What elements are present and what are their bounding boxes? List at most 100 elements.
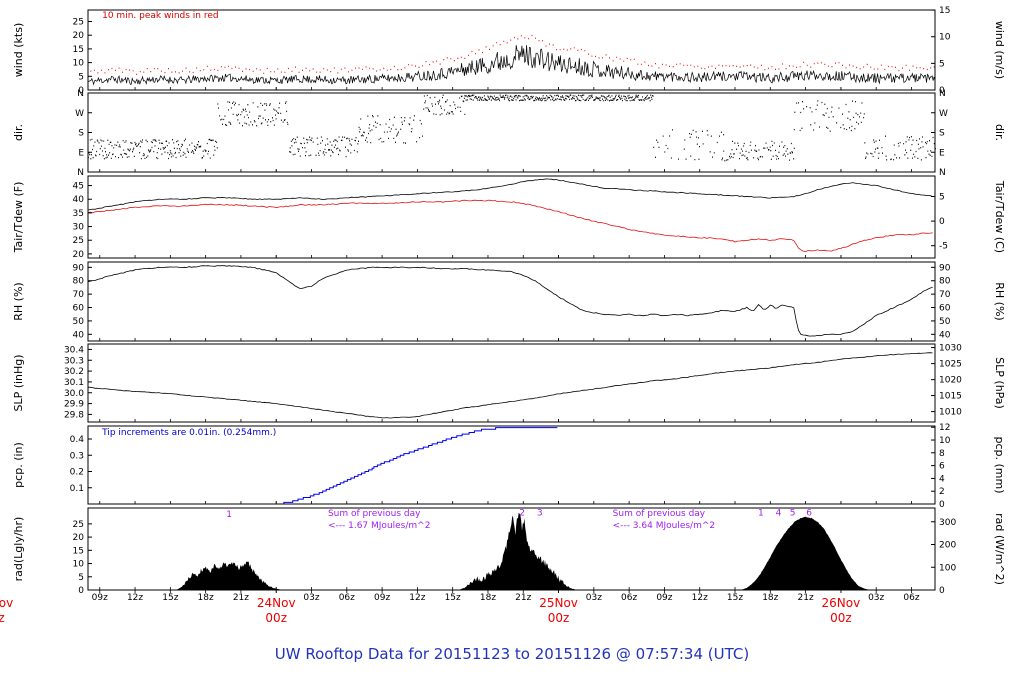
svg-text:09z: 09z bbox=[92, 593, 108, 603]
svg-text:70: 70 bbox=[939, 290, 951, 300]
svg-text:23Nov: 23Nov bbox=[0, 596, 13, 610]
svg-text:1010: 1010 bbox=[939, 408, 962, 418]
svg-text:90: 90 bbox=[939, 263, 951, 273]
svg-text:N: N bbox=[77, 168, 84, 178]
svg-text:03z: 03z bbox=[868, 593, 884, 603]
svg-text:15: 15 bbox=[939, 6, 950, 16]
svg-text:W: W bbox=[939, 109, 948, 119]
svg-text:10: 10 bbox=[73, 560, 85, 570]
svg-text:12z: 12z bbox=[692, 593, 708, 603]
svg-text:S: S bbox=[78, 129, 84, 139]
svg-text:N: N bbox=[939, 89, 946, 99]
svg-text:<--- 3.64 MJoules/m^2: <--- 3.64 MJoules/m^2 bbox=[613, 521, 715, 531]
svg-text:00z: 00z bbox=[0, 611, 5, 625]
svg-text:60: 60 bbox=[939, 304, 951, 314]
svg-text:E: E bbox=[78, 148, 84, 158]
svg-text:09z: 09z bbox=[656, 593, 672, 603]
svg-text:15z: 15z bbox=[727, 593, 743, 603]
svg-text:RH (%): RH (%) bbox=[12, 282, 25, 320]
panel-rh: 40 50 60 70 80 90 40 50 60 70 80 90 RH (%) RH (%) bbox=[12, 261, 1006, 342]
svg-text:<--- 1.67 MJoules/m^2: <--- 1.67 MJoules/m^2 bbox=[328, 521, 430, 531]
svg-text:29.8: 29.8 bbox=[64, 410, 84, 420]
svg-text:0.4: 0.4 bbox=[70, 435, 85, 445]
svg-text:Sum of previous day: Sum of previous day bbox=[328, 509, 421, 519]
svg-text:35: 35 bbox=[73, 209, 84, 219]
svg-text:40: 40 bbox=[939, 330, 951, 340]
svg-text:0.1: 0.1 bbox=[70, 484, 84, 494]
svg-text:30.4: 30.4 bbox=[64, 345, 84, 355]
svg-text:3: 3 bbox=[537, 508, 543, 518]
svg-text:wind (kts): wind (kts) bbox=[12, 23, 25, 78]
svg-text:00z: 00z bbox=[548, 611, 570, 625]
svg-text:2: 2 bbox=[939, 487, 945, 497]
svg-text:15: 15 bbox=[73, 546, 84, 556]
svg-text:15z: 15z bbox=[445, 593, 461, 603]
svg-text:6: 6 bbox=[806, 508, 812, 518]
svg-text:50: 50 bbox=[73, 317, 85, 327]
svg-text:Tair/Tdew (F): Tair/Tdew (F) bbox=[12, 182, 25, 254]
svg-text:dir.: dir. bbox=[993, 124, 1006, 141]
svg-text:21z: 21z bbox=[233, 593, 249, 603]
svg-text:-5: -5 bbox=[939, 242, 948, 252]
svg-text:30.0: 30.0 bbox=[64, 389, 84, 399]
svg-text:60: 60 bbox=[73, 304, 85, 314]
svg-text:pcp. (in): pcp. (in) bbox=[12, 442, 25, 488]
svg-text:20: 20 bbox=[73, 250, 85, 260]
svg-text:6: 6 bbox=[939, 462, 945, 472]
svg-text:5: 5 bbox=[790, 508, 796, 518]
svg-text:25: 25 bbox=[73, 18, 84, 28]
svg-text:2: 2 bbox=[519, 508, 525, 518]
svg-text:0: 0 bbox=[939, 217, 945, 227]
panel-wind: 0 5 10 15 20 25 0 5 10 15 wind (kts) wind (m/s) 10 m… bbox=[12, 6, 1006, 96]
svg-text:1015: 1015 bbox=[939, 392, 962, 402]
svg-text:12: 12 bbox=[939, 423, 950, 433]
svg-text:5: 5 bbox=[939, 193, 945, 203]
svg-text:24Nov: 24Nov bbox=[257, 596, 296, 610]
svg-text:SLP (inHg): SLP (inHg) bbox=[12, 354, 25, 411]
svg-text:90: 90 bbox=[73, 263, 85, 273]
svg-text:8: 8 bbox=[939, 449, 945, 459]
svg-text:0.3: 0.3 bbox=[70, 451, 84, 461]
svg-text:30.3: 30.3 bbox=[64, 356, 84, 366]
svg-text:80: 80 bbox=[73, 277, 85, 287]
x-axis-labels: 09z 12z 15z 18z 21z 03z 06z 09z 12z 15z 18z 21z 03z 0… bbox=[0, 593, 920, 625]
svg-text:4: 4 bbox=[939, 474, 945, 484]
svg-text:06z: 06z bbox=[339, 593, 355, 603]
svg-text:100: 100 bbox=[939, 563, 956, 573]
svg-text:03z: 03z bbox=[303, 593, 319, 603]
svg-text:21z: 21z bbox=[798, 593, 814, 603]
svg-text:20: 20 bbox=[73, 31, 85, 41]
svg-text:30: 30 bbox=[73, 223, 85, 233]
svg-text:S: S bbox=[939, 129, 945, 139]
svg-text:03z: 03z bbox=[586, 593, 602, 603]
svg-text:Tair/Tdew (C): Tair/Tdew (C) bbox=[993, 180, 1006, 253]
figure-title: UW Rooftop Data for 20151123 to 20151126… bbox=[274, 645, 750, 663]
panel-slp: 29.829.930.030.130.230.330.4 1010 1015 1020… bbox=[12, 343, 1006, 423]
svg-text:00z: 00z bbox=[265, 611, 287, 625]
svg-text:W: W bbox=[75, 109, 84, 119]
svg-text:5: 5 bbox=[78, 72, 84, 82]
svg-text:18z: 18z bbox=[198, 593, 214, 603]
svg-text:20: 20 bbox=[73, 533, 85, 543]
svg-text:18z: 18z bbox=[480, 593, 496, 603]
svg-text:SLP (hPa): SLP (hPa) bbox=[993, 357, 1006, 409]
svg-text:0: 0 bbox=[939, 86, 945, 96]
svg-text:1025: 1025 bbox=[939, 360, 962, 370]
svg-text:5: 5 bbox=[78, 573, 84, 583]
svg-text:dir.: dir. bbox=[12, 124, 25, 141]
svg-text:10: 10 bbox=[939, 436, 951, 446]
svg-text:12z: 12z bbox=[409, 593, 425, 603]
svg-text:N: N bbox=[939, 168, 946, 178]
svg-text:Sum of previous day: Sum of previous day bbox=[613, 509, 706, 519]
svg-text:RH (%): RH (%) bbox=[993, 282, 1006, 320]
svg-text:E: E bbox=[939, 148, 945, 158]
svg-text:0: 0 bbox=[78, 586, 84, 596]
svg-text:300: 300 bbox=[939, 518, 956, 528]
svg-text:wind (m/s): wind (m/s) bbox=[993, 21, 1006, 79]
svg-text:25: 25 bbox=[73, 520, 84, 530]
svg-text:29.9: 29.9 bbox=[64, 400, 84, 410]
svg-text:12z: 12z bbox=[127, 593, 143, 603]
